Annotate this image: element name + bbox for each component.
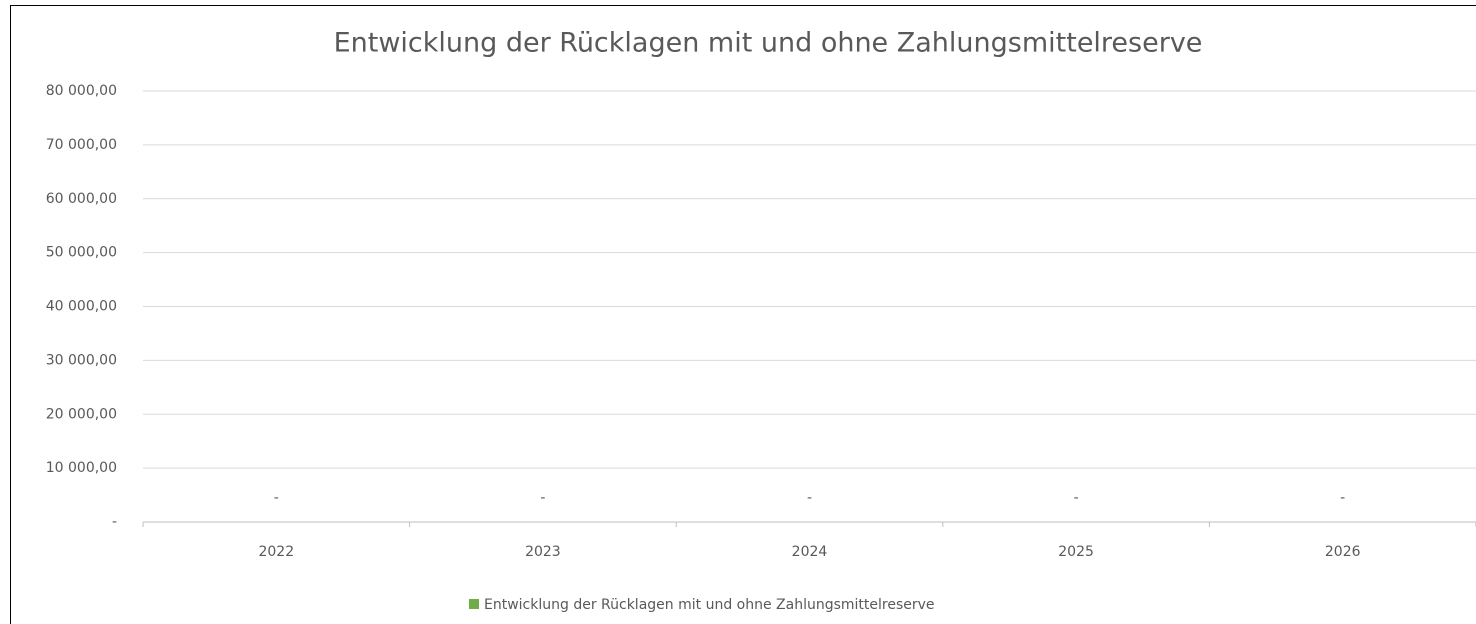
legend-swatch [469, 599, 479, 609]
data-label: - [540, 490, 545, 506]
y-tick-label: 40 000,00 [46, 299, 117, 315]
y-tick-label: 60 000,00 [46, 191, 117, 207]
x-tick-label: 2024 [792, 544, 828, 560]
y-tick-label: 10 000,00 [46, 460, 117, 476]
y-tick-label: - [112, 514, 117, 530]
data-label: - [807, 490, 812, 506]
x-tick-label: 2026 [1325, 544, 1361, 560]
x-tick-label: 2022 [258, 544, 294, 560]
y-tick-label: 70 000,00 [46, 137, 117, 153]
y-tick-label: 50 000,00 [46, 245, 117, 261]
data-label: - [1340, 490, 1345, 506]
y-tick-label: 30 000,00 [46, 352, 117, 368]
x-tick-label: 2023 [525, 544, 561, 560]
x-tick-label: 2025 [1058, 544, 1094, 560]
chart-border [10, 5, 1476, 624]
data-label: - [1074, 490, 1079, 506]
y-tick-label: 80 000,00 [46, 83, 117, 99]
legend-label: Entwicklung der Rücklagen mit und ohne Z… [484, 597, 935, 613]
data-label: - [274, 490, 279, 506]
y-tick-label: 20 000,00 [46, 406, 117, 422]
chart-title: Entwicklung der Rücklagen mit und ohne Z… [334, 28, 1203, 59]
